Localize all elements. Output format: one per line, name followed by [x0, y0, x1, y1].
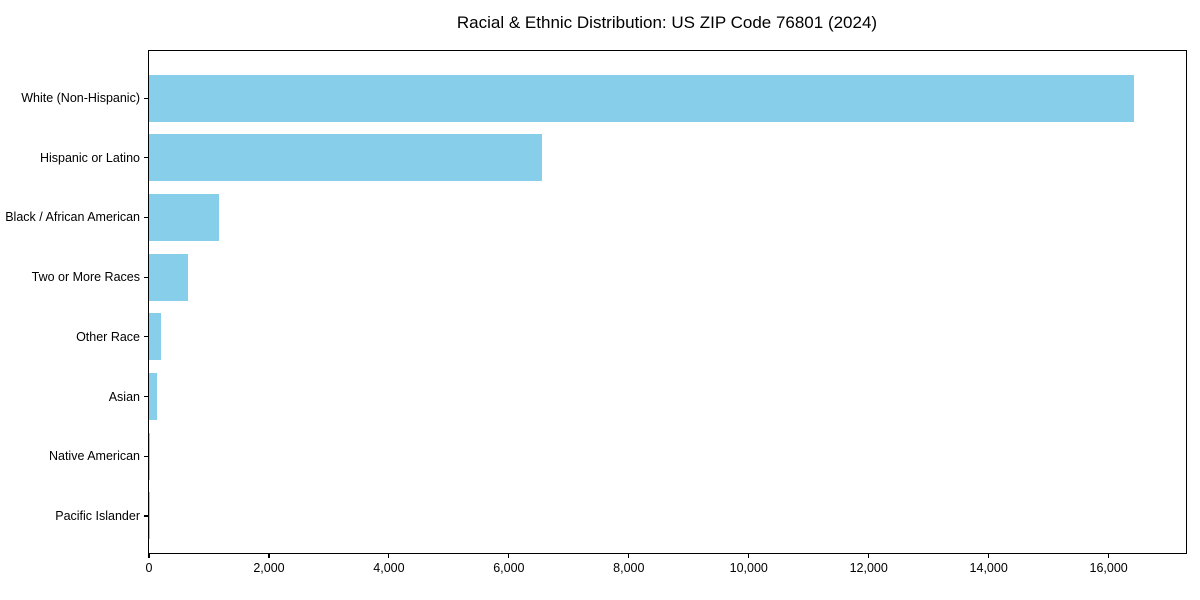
- x-tick-label: 10,000: [729, 561, 768, 575]
- bar-two-or-more-races: [149, 253, 188, 301]
- x-tick-label: 2,000: [253, 561, 285, 575]
- y-axis-tick: [144, 97, 149, 99]
- x-axis-tick: [148, 553, 150, 558]
- y-axis-tick: [144, 157, 149, 159]
- y-tick-label: Pacific Islander: [55, 508, 140, 523]
- x-axis-tick: [1108, 553, 1110, 558]
- y-axis-tick: [144, 396, 149, 398]
- x-tick-label: 8,000: [613, 561, 645, 575]
- y-tick-label: Native American: [48, 449, 140, 464]
- x-tick-label: 12,000: [849, 561, 888, 575]
- y-axis-tick: [144, 216, 149, 219]
- x-axis-tick: [268, 553, 270, 558]
- y-axis-tick: [144, 336, 149, 338]
- y-axis-tick: [144, 515, 149, 517]
- x-axis-tick: [628, 553, 630, 558]
- x-axis-tick: [868, 553, 870, 558]
- bar-native-american: [149, 432, 150, 480]
- plot-area: White (Non-Hispanic) Hispanic or Latino Bl…: [5, 50, 1187, 575]
- y-tick-label: Hispanic or Latino: [39, 150, 140, 165]
- x-axis-tick: [388, 553, 390, 558]
- bar-black-african-american: [149, 193, 220, 241]
- bar-other-race: [149, 313, 161, 361]
- x-axis-tick: [508, 553, 510, 558]
- y-tick-label: White (Non-Hispanic): [21, 91, 140, 105]
- x-tick-label: 14,000: [969, 561, 1008, 575]
- x-tick-label: 4,000: [373, 561, 405, 575]
- bar-asian: [149, 373, 158, 420]
- x-tick-label: 16,000: [1089, 561, 1128, 575]
- x-axis-tick: [748, 553, 750, 558]
- y-axis-tick: [144, 276, 149, 278]
- y-tick-label: Black / African American: [5, 210, 140, 225]
- y-axis-tick: [144, 455, 149, 457]
- y-tick-label: Asian: [108, 389, 140, 404]
- x-axis-tick: [988, 553, 990, 558]
- bar-hispanic-or-latino: [149, 134, 543, 182]
- x-tick-label: 0: [145, 561, 153, 575]
- x-tick-label: 6,000: [493, 561, 525, 575]
- y-tick-label: Other Race: [76, 329, 140, 344]
- y-tick-label: Two or More Races: [31, 270, 140, 285]
- chart-title: Racial & Ethnic Distribution: US ZIP Cod…: [456, 13, 878, 32]
- bar-white-non-hispanic: [149, 74, 1134, 122]
